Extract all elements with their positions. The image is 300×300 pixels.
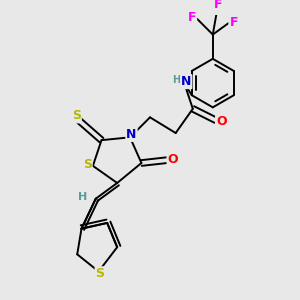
Text: O: O — [216, 115, 227, 128]
Text: N: N — [126, 128, 136, 141]
Text: F: F — [214, 0, 223, 11]
Text: F: F — [230, 16, 238, 29]
Text: H: H — [78, 192, 88, 202]
Text: F: F — [188, 11, 196, 24]
Text: H: H — [172, 75, 180, 85]
Text: N: N — [181, 75, 191, 88]
Text: S: S — [83, 158, 92, 171]
Text: S: S — [72, 110, 81, 122]
Text: S: S — [96, 267, 105, 280]
Text: O: O — [167, 153, 178, 166]
